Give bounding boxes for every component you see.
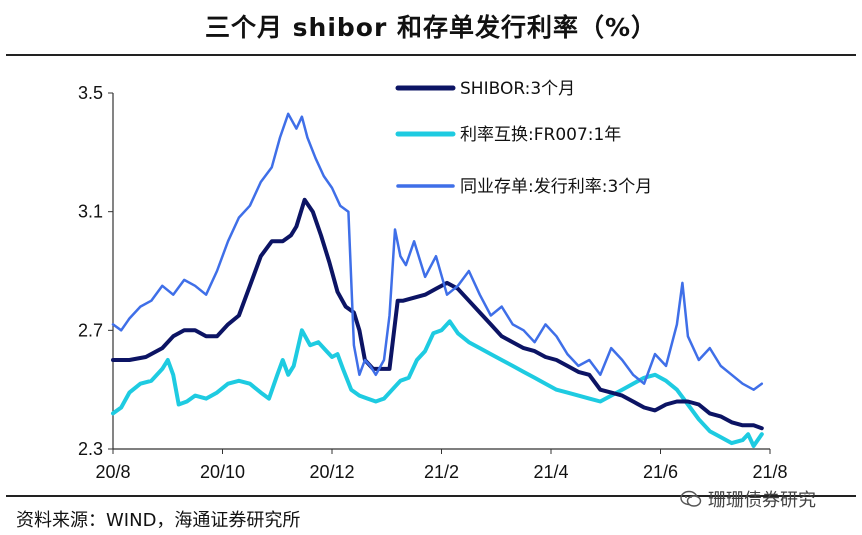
legend-label: 利率互换:FR007:1年 — [460, 125, 621, 145]
chart-axes: 3.5 3.1 2.7 2.3 20/8 20/10 20/12 21/2 21/4 21/6 21… — [78, 83, 788, 482]
x-tick-label: 20/12 — [309, 462, 354, 482]
series-line — [111, 319, 764, 448]
y-tick-label: 2.7 — [78, 320, 103, 340]
legend-label: 同业存单:发行利率:3个月 — [460, 177, 652, 197]
watermark: 珊珊债券研究 — [680, 486, 816, 512]
x-tick-label: 21/8 — [752, 462, 787, 482]
watermark-text: 珊珊债券研究 — [708, 490, 816, 511]
y-tick-label: 3.1 — [78, 202, 103, 222]
source-rule — [6, 495, 856, 497]
x-tick-label: 21/2 — [424, 462, 459, 482]
chart-series — [111, 112, 764, 448]
title-rule — [6, 54, 856, 56]
x-tick-label: 20/10 — [200, 462, 245, 482]
line-chart: 3.5 3.1 2.7 2.3 20/8 20/10 20/12 21/2 21/4 21/6 21… — [78, 79, 788, 482]
chart-title: 三个月 shibor 和存单发行利率（%） — [204, 13, 658, 42]
legend-label: SHIBOR:3个月 — [460, 79, 575, 99]
x-tick-label: 21/6 — [643, 462, 678, 482]
x-tick-label: 21/4 — [533, 462, 568, 482]
y-tick-label: 3.5 — [78, 83, 103, 103]
series-line — [111, 197, 764, 431]
series-line — [111, 112, 764, 391]
wechat-icon — [680, 490, 702, 507]
x-tick-label: 20/8 — [95, 462, 130, 482]
source-note: 资料来源：WIND，海通证券研究所 — [16, 510, 301, 531]
y-tick-label: 2.3 — [78, 439, 103, 459]
